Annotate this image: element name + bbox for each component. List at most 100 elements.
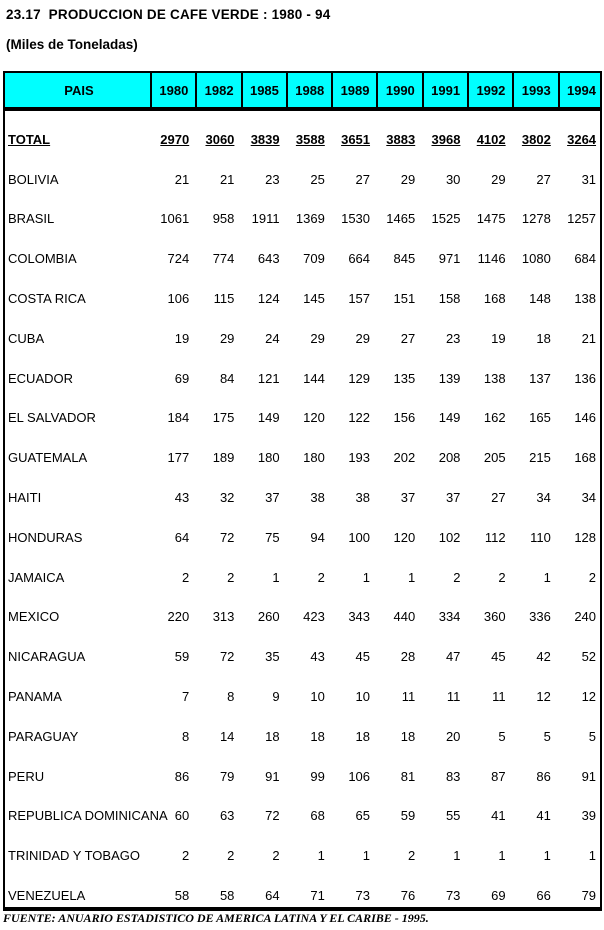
column-header-1991: 1991 — [424, 73, 470, 107]
value-cell: 1 — [543, 848, 551, 864]
value-cell: 47 — [445, 649, 461, 665]
value-cell: 43 — [174, 489, 190, 505]
value-cell: 1 — [543, 569, 551, 585]
column-header-1994: 1994 — [567, 82, 596, 98]
row-label: COLOMBIA — [8, 251, 77, 267]
row-label: VENEZUELA — [8, 887, 86, 903]
value-cell: 99 — [310, 768, 325, 784]
value-cell: 1 — [362, 848, 371, 864]
row-label: HAITI — [8, 489, 42, 505]
value-cell: 5 — [498, 728, 506, 744]
value-cell: 1 — [498, 848, 506, 864]
table-row: REPUBLICA DOMINICANA 60 63 72 68 65 59 55 41 41 39 — [5, 788, 600, 828]
value-cell: 72 — [219, 529, 235, 545]
row-label: BOLIVIA — [8, 171, 59, 187]
table-header-row: PAIS 1980 1982 1985 1988 1989 1990 1991 1992 199… — [5, 73, 600, 111]
value-cell: 21 — [581, 330, 597, 346]
value-cell: 10 — [355, 688, 371, 704]
table-row: PERU 86 79 91 99 106 81 83 87 86 91 — [5, 748, 600, 788]
value-cell: 157 — [348, 290, 371, 306]
value-cell: 18 — [310, 728, 325, 744]
value-cell: 177 — [167, 450, 190, 466]
value-cell: 73 — [355, 887, 371, 903]
column-header-1992: 1992 — [469, 73, 515, 107]
value-cell: 193 — [348, 450, 371, 466]
value-cell: 162 — [483, 410, 506, 426]
value-cell: 336 — [529, 609, 551, 625]
table-row: BOLIVIA 21 21 23 25 27 29 30 29 27 31 — [5, 151, 600, 191]
row-label: ECUADOR — [8, 370, 74, 386]
value-cell: 313 — [212, 609, 235, 625]
value-cell: 158 — [438, 290, 461, 306]
value-cell: 3839 — [250, 131, 280, 147]
value-cell: 21 — [174, 171, 190, 187]
value-cell: 2 — [453, 569, 461, 585]
value-cell: 124 — [257, 290, 280, 306]
row-label: REPUBLICA DOMINICANA — [8, 808, 168, 824]
column-header-1980: 1980 — [152, 73, 198, 107]
value-cell: 18 — [265, 728, 280, 744]
value-cell: 20 — [445, 728, 461, 744]
table-row: COLOMBIA 724 774 643 709 664 845 971 1146 1080 684 — [5, 230, 600, 270]
value-cell: 83 — [445, 768, 461, 784]
column-header-1988: 1988 — [288, 73, 334, 107]
value-cell: 1475 — [476, 211, 506, 227]
value-cell: 79 — [581, 887, 597, 903]
value-cell: 86 — [174, 768, 190, 784]
page-title: 23.17 PRODUCCION DE CAFE VERDE : 1980 - … — [6, 7, 331, 22]
table-row: COSTA RICA 106 115 124 145 157 151 158 168 148 138 — [5, 270, 600, 310]
column-header-1989: 1989 — [333, 73, 379, 107]
row-label: TOTAL — [8, 131, 51, 147]
value-cell: 1530 — [341, 211, 371, 227]
value-cell: 3883 — [386, 131, 416, 147]
value-cell: 2970 — [160, 131, 190, 147]
value-cell: 1061 — [160, 211, 190, 227]
value-cell: 845 — [393, 251, 416, 267]
row-label: JAMAICA — [8, 569, 65, 585]
value-cell: 122 — [348, 410, 371, 426]
column-header-1990: 1990 — [378, 73, 424, 107]
value-cell: 205 — [483, 450, 506, 466]
value-cell: 240 — [574, 609, 597, 625]
value-cell: 29 — [355, 330, 371, 346]
table-row: TOTAL 2970 3060 3839 3588 3651 3883 3968 4102 380… — [5, 111, 600, 151]
value-cell: 1 — [588, 848, 597, 864]
value-cell: 971 — [438, 251, 461, 267]
value-cell: 38 — [355, 489, 371, 505]
table-row: GUATEMALA 177 189 180 180 193 202 208 205 215 168 — [5, 429, 600, 469]
value-cell: 1257 — [567, 211, 597, 227]
column-header-pais: PAIS — [5, 73, 152, 107]
value-cell: 120 — [393, 529, 416, 545]
value-cell: 64 — [174, 529, 190, 545]
table-row: JAMAICA 2 2 1 2 1 1 2 2 1 2 — [5, 549, 600, 589]
value-cell: 1465 — [386, 211, 416, 227]
value-cell: 37 — [265, 489, 280, 505]
value-cell: 27 — [491, 489, 506, 505]
value-cell: 138 — [483, 370, 506, 386]
value-cell: 156 — [393, 410, 416, 426]
value-cell: 45 — [355, 649, 371, 665]
value-cell: 58 — [219, 887, 235, 903]
value-cell: 21 — [219, 171, 235, 187]
value-cell: 1525 — [431, 211, 461, 227]
row-label: TRINIDAD Y TOBAGO — [8, 848, 140, 864]
value-cell: 18 — [536, 330, 551, 346]
value-cell: 139 — [438, 370, 461, 386]
value-cell: 1 — [407, 569, 416, 585]
value-cell: 25 — [310, 171, 325, 187]
value-cell: 69 — [174, 370, 190, 386]
row-label: NICARAGUA — [8, 649, 86, 665]
value-cell: 3060 — [205, 131, 235, 147]
table-row: CUBA 19 29 24 29 29 27 23 19 18 21 — [5, 310, 600, 350]
value-cell: 1 — [317, 848, 325, 864]
value-cell: 1911 — [251, 211, 280, 227]
value-cell: 165 — [529, 410, 551, 426]
row-label: PERU — [8, 768, 45, 784]
value-cell: 684 — [574, 251, 597, 267]
table-body: TOTAL 2970 3060 3839 3588 3651 3883 3968 4102 380… — [5, 111, 600, 907]
value-cell: 72 — [219, 649, 235, 665]
value-cell: 360 — [483, 609, 506, 625]
value-cell: 23 — [445, 330, 461, 346]
value-cell: 260 — [257, 609, 280, 625]
value-cell: 29 — [310, 330, 325, 346]
